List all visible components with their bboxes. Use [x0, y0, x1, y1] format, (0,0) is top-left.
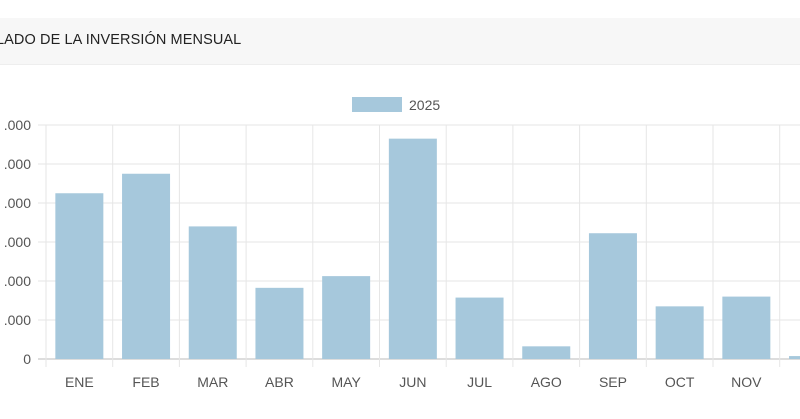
x-tick-label-mar: MAR	[197, 374, 228, 390]
bar-may[interactable]	[322, 276, 371, 359]
bar-ene[interactable]	[55, 193, 104, 359]
x-tick-label-feb: FEB	[132, 374, 159, 390]
legend[interactable]: 2025	[352, 97, 440, 113]
bar-sep[interactable]	[588, 233, 637, 359]
bar-nov[interactable]	[722, 296, 771, 359]
legend-label-2025: 2025	[409, 97, 440, 113]
x-tick-label-jun: JUN	[399, 374, 426, 390]
bar-feb[interactable]	[122, 173, 171, 359]
legend-swatch-2025	[352, 97, 402, 112]
bar-abr[interactable]	[255, 287, 304, 359]
x-tick-label-sep: SEP	[599, 374, 627, 390]
chart-title: LADO DE LA INVERSIÓN MENSUAL	[0, 32, 242, 48]
y-tick-label: .000	[4, 273, 31, 289]
x-axis-ticks: ENE FEB MAR ABR MAY JUN JUL AGO SEP OCT NOV	[65, 374, 762, 390]
y-axis-ticks: .000 .000 .000 .000 .000 .000 0	[4, 117, 31, 367]
x-tick-label-jul: JUL	[467, 374, 492, 390]
x-tick-label-may: MAY	[331, 374, 361, 390]
y-tick-label: 0	[23, 351, 31, 367]
bar-oct[interactable]	[655, 306, 704, 359]
bar-dic[interactable]	[789, 356, 800, 359]
card-header: LADO DE LA INVERSIÓN MENSUAL	[0, 18, 800, 65]
bar-jun[interactable]	[388, 138, 437, 359]
y-tick-label: .000	[4, 117, 31, 133]
x-tick-label-oct: OCT	[665, 374, 695, 390]
x-tick-label-ago: AGO	[531, 374, 562, 390]
x-tick-label-ene: ENE	[65, 374, 94, 390]
bar-ago[interactable]	[522, 346, 571, 359]
bar-mar[interactable]	[188, 226, 237, 359]
y-tick-label: .000	[4, 156, 31, 172]
x-tick-label-nov: NOV	[731, 374, 762, 390]
x-tick-label-abr: ABR	[265, 374, 294, 390]
bar-jul[interactable]	[455, 297, 504, 359]
y-tick-label: .000	[4, 312, 31, 328]
bars	[55, 138, 800, 359]
y-tick-label: .000	[4, 195, 31, 211]
y-tick-label: .000	[4, 234, 31, 250]
